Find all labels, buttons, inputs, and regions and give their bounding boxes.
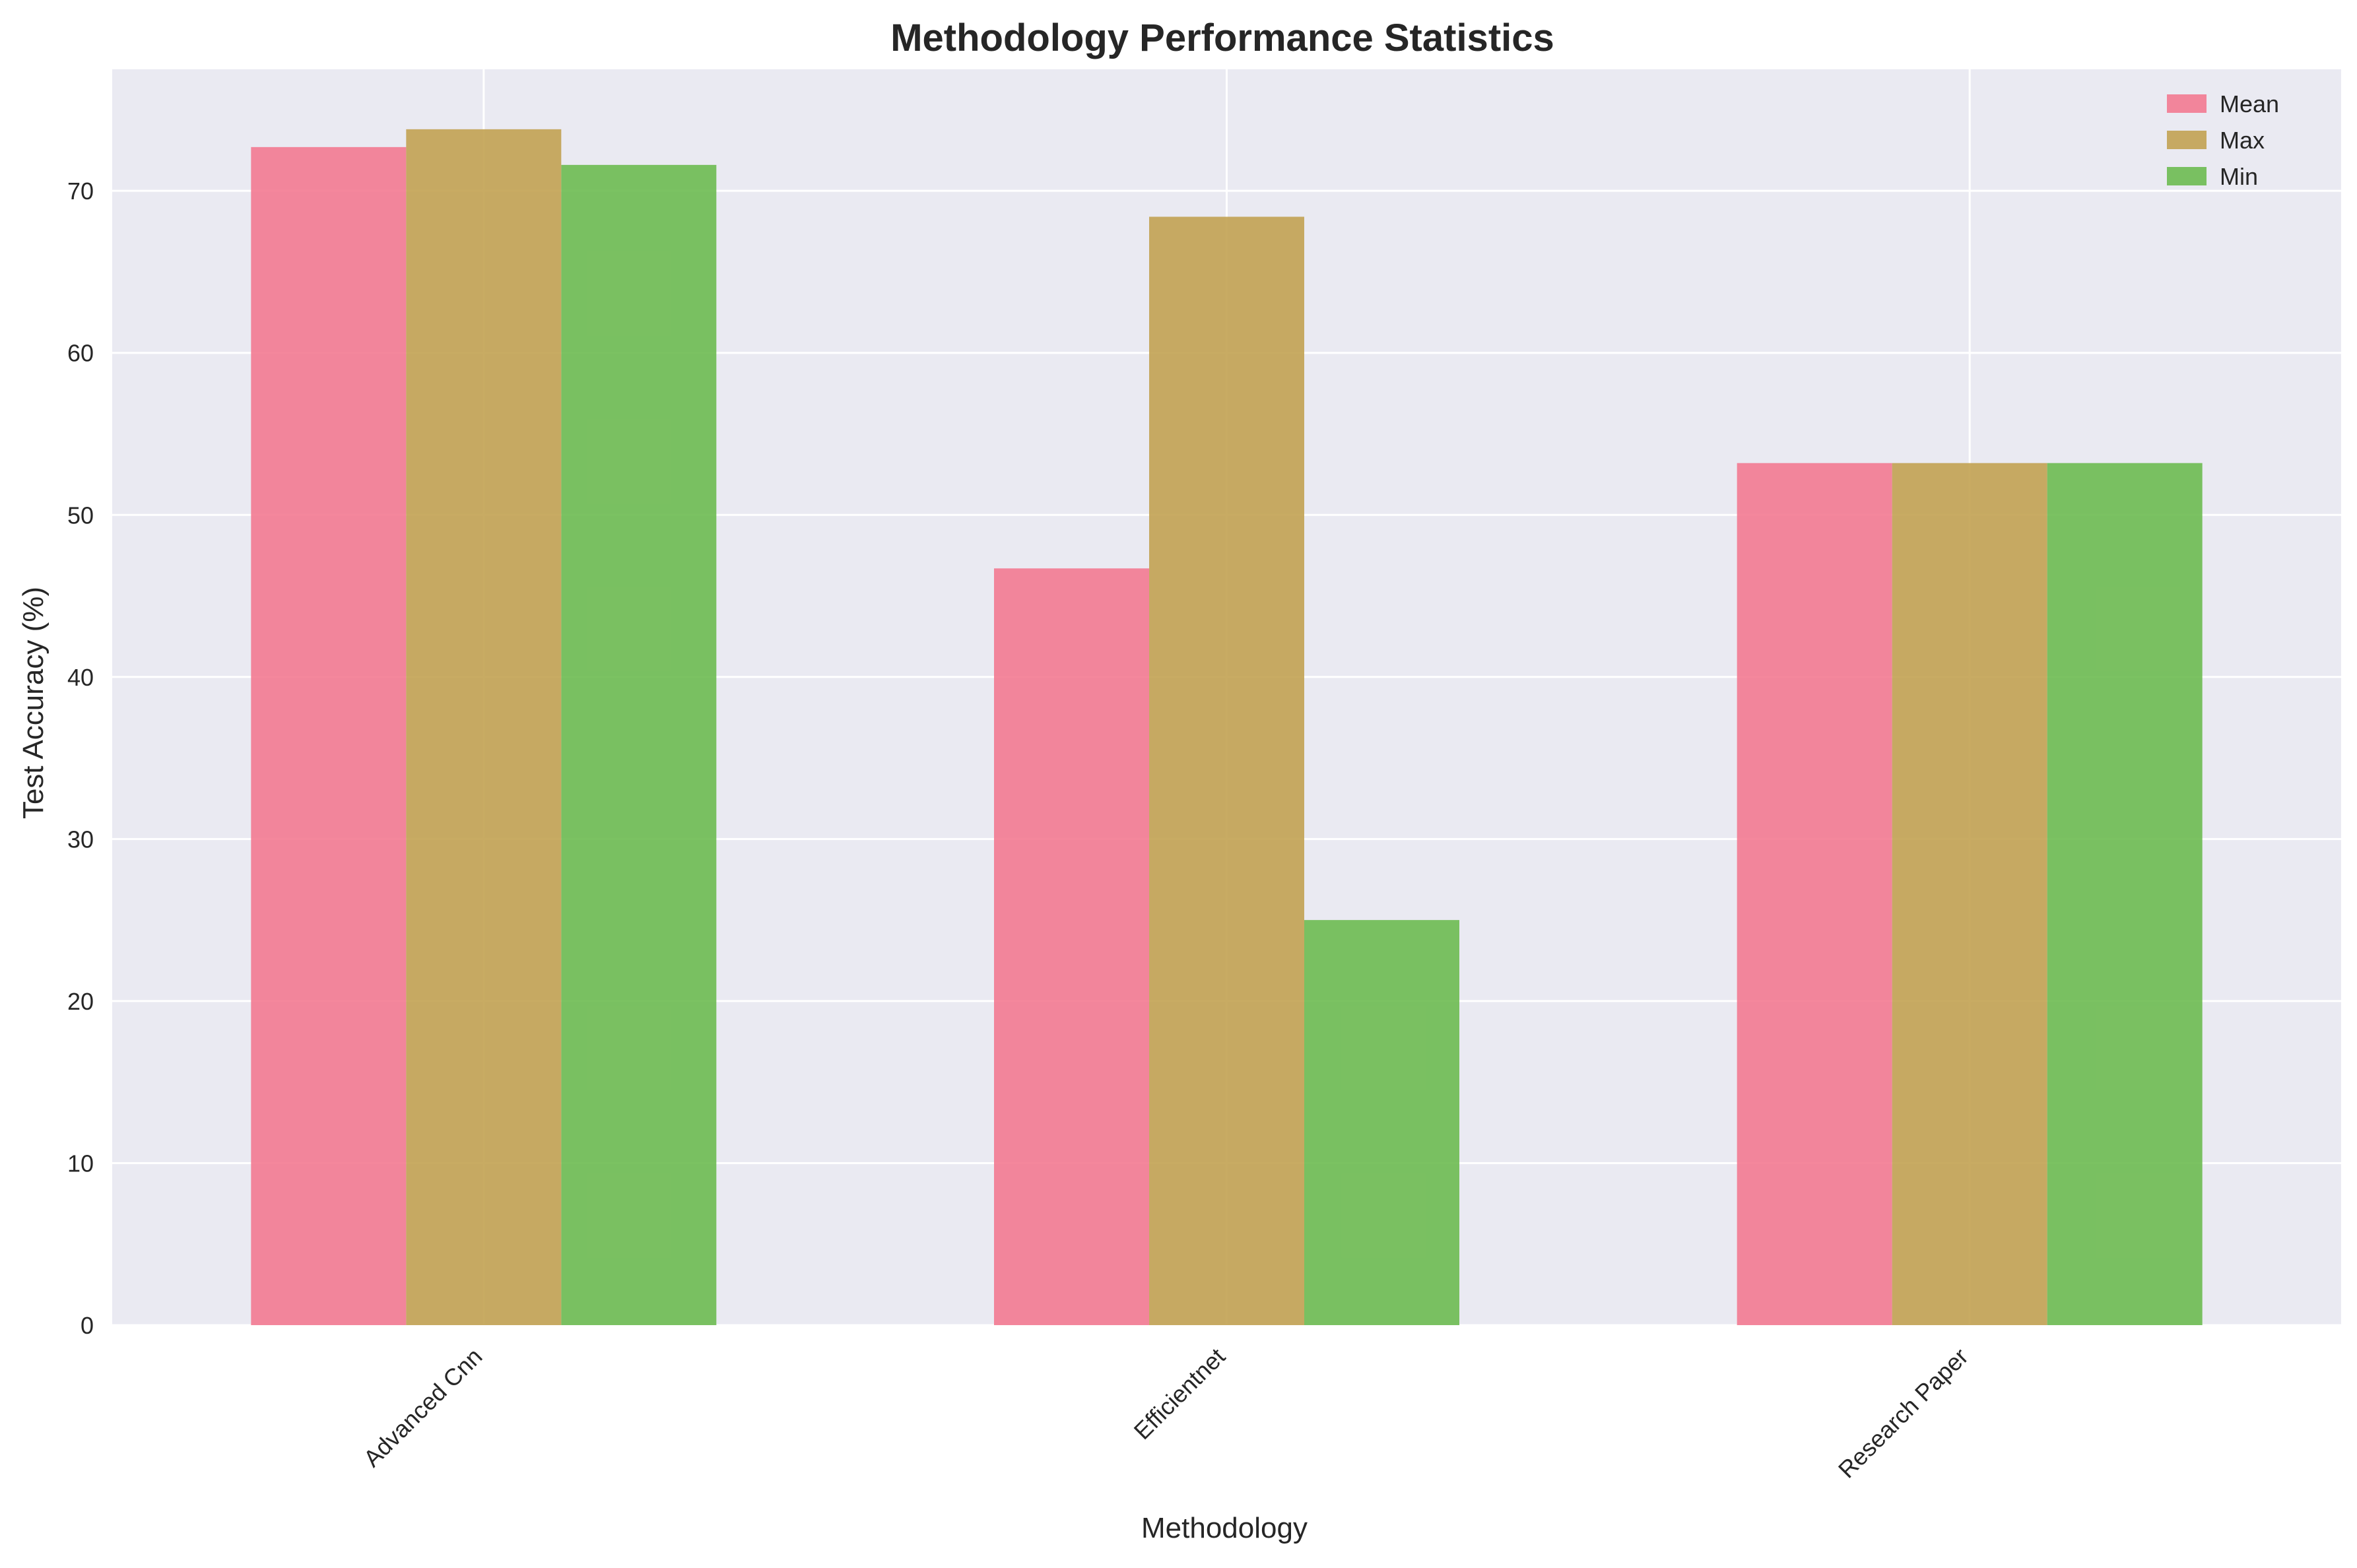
y-tick-label: 70 — [67, 178, 94, 205]
bar — [1892, 463, 2047, 1325]
bar — [406, 129, 562, 1325]
x-axis-label: Methodology — [1141, 1512, 1308, 1544]
bar — [1149, 216, 1304, 1326]
y-tick-label: 40 — [67, 664, 94, 691]
legend-label: Max — [2220, 127, 2265, 154]
y-tick-label: 50 — [67, 502, 94, 529]
bar — [1737, 463, 1892, 1325]
y-tick-label: 0 — [81, 1312, 94, 1339]
bars — [251, 129, 2203, 1326]
y-axis-label: Test Accuracy (%) — [17, 587, 50, 819]
y-axis-ticks: 0 10 20 30 40 50 60 70 — [67, 178, 94, 1339]
x-tick-label: Advanced Cnn — [358, 1343, 488, 1472]
legend-swatch — [2167, 94, 2207, 113]
bar — [251, 147, 407, 1325]
y-tick-label: 20 — [67, 988, 94, 1015]
x-tick-label: Research Paper — [1833, 1343, 1974, 1484]
x-tick-label: Efficientnet — [1129, 1343, 1230, 1445]
y-tick-label: 60 — [67, 340, 94, 367]
bar — [994, 568, 1149, 1325]
legend: Mean Max Min — [2167, 90, 2279, 190]
legend-swatch — [2167, 131, 2207, 149]
legend-label: Min — [2220, 163, 2258, 190]
chart-title: Methodology Performance Statistics — [890, 16, 1554, 59]
bar — [561, 164, 717, 1326]
bar — [1304, 920, 1459, 1325]
y-tick-label: 10 — [67, 1150, 94, 1177]
legend-swatch — [2167, 167, 2207, 185]
bar — [2047, 463, 2203, 1325]
x-axis-ticks: Advanced Cnn Efficientnet Research Paper — [358, 1343, 1974, 1484]
y-tick-label: 30 — [67, 826, 94, 853]
legend-label: Mean — [2220, 90, 2279, 117]
